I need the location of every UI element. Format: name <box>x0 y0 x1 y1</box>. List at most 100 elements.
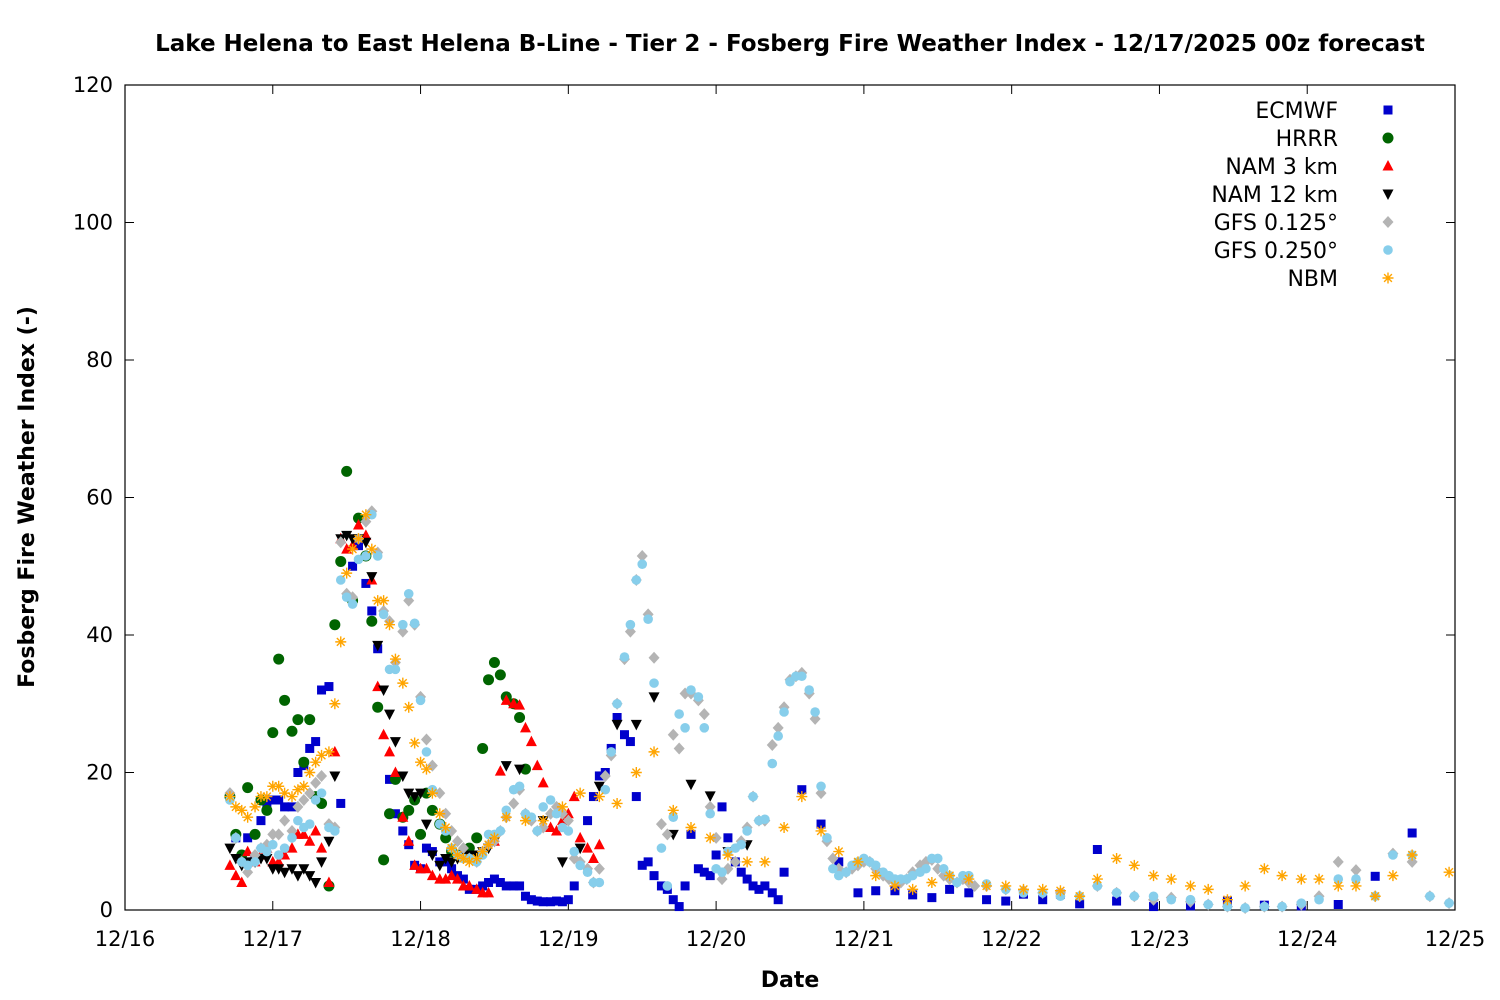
data-point <box>293 815 303 826</box>
data-point <box>594 877 605 888</box>
data-point <box>360 529 372 540</box>
data-point <box>398 619 408 630</box>
data-point <box>742 874 752 884</box>
data-point <box>538 802 549 812</box>
data-point <box>372 640 384 652</box>
data-point <box>360 515 372 528</box>
data-point <box>575 860 585 871</box>
data-point <box>409 792 421 803</box>
data-point <box>384 745 396 757</box>
data-point <box>463 856 475 868</box>
data-point <box>514 712 526 723</box>
data-point <box>310 795 321 805</box>
data-point <box>612 698 622 709</box>
data-point <box>366 509 377 520</box>
data-point <box>501 805 512 816</box>
series-1 <box>224 465 531 892</box>
data-point <box>242 860 253 871</box>
data-point <box>279 787 291 799</box>
data-point <box>754 884 764 894</box>
data-point <box>261 791 273 803</box>
data-point <box>1276 870 1288 882</box>
data-point <box>693 692 704 702</box>
legend-marker <box>1382 272 1394 284</box>
data-point <box>853 888 863 898</box>
data-point <box>366 615 378 627</box>
data-point <box>279 694 291 706</box>
series-2 <box>224 519 605 898</box>
data-point <box>587 852 599 863</box>
data-point <box>403 835 415 846</box>
data-point <box>409 859 421 870</box>
data-point <box>767 758 778 769</box>
data-point <box>316 769 328 782</box>
data-point <box>385 774 395 784</box>
data-point <box>329 771 341 782</box>
data-point <box>286 864 298 875</box>
data-point <box>304 819 315 829</box>
data-point <box>287 802 297 812</box>
data-point <box>384 619 396 631</box>
data-point <box>293 768 303 777</box>
data-point <box>243 833 253 843</box>
data-point <box>484 878 494 887</box>
x-tick-label: 12/24 <box>1277 927 1338 951</box>
y-tick-label: 40 <box>86 623 113 647</box>
data-point <box>471 883 483 894</box>
data-point <box>471 852 483 864</box>
data-point <box>483 886 495 898</box>
data-point <box>352 519 364 530</box>
data-point <box>353 541 363 551</box>
data-point <box>625 737 635 747</box>
data-point <box>273 864 285 875</box>
data-point <box>680 881 690 891</box>
plot-border <box>124 84 1456 911</box>
data-point <box>736 867 746 877</box>
data-point <box>1038 895 1048 905</box>
data-point <box>693 864 703 874</box>
data-point <box>643 857 653 867</box>
data-point <box>760 881 770 891</box>
data-point <box>1258 863 1270 875</box>
data-point <box>316 842 328 853</box>
data-point <box>440 822 452 833</box>
data-point <box>341 592 352 602</box>
data-point <box>316 749 328 761</box>
data-point <box>661 828 673 841</box>
data-point <box>674 902 684 912</box>
data-point <box>366 572 378 583</box>
data-point <box>440 853 452 865</box>
data-point <box>686 685 696 695</box>
data-point <box>717 802 727 812</box>
data-point <box>889 880 901 892</box>
data-point <box>298 780 310 792</box>
data-point <box>637 860 647 870</box>
data-point <box>256 816 266 826</box>
data-point <box>1333 874 1344 884</box>
data-point <box>619 730 629 740</box>
data-point <box>280 802 290 812</box>
data-point <box>335 555 347 567</box>
data-point <box>1296 898 1307 908</box>
data-point <box>1202 883 1214 895</box>
data-point <box>649 678 659 688</box>
data-point <box>574 843 586 855</box>
data-point <box>335 636 347 648</box>
data-point <box>483 839 495 851</box>
data-point <box>699 867 709 877</box>
data-point <box>630 767 642 778</box>
legend-label: GFS 0.250° <box>1214 239 1338 264</box>
data-point <box>779 867 789 877</box>
data-point <box>932 853 943 864</box>
data-point <box>336 798 346 808</box>
data-point <box>267 727 279 739</box>
y-tick-label: 0 <box>100 898 113 922</box>
data-point <box>648 746 660 758</box>
data-point <box>552 896 562 906</box>
legend-marker <box>1382 189 1394 200</box>
data-point <box>1037 883 1049 895</box>
data-point <box>834 857 844 867</box>
y-tick-label: 120 <box>73 73 113 97</box>
data-point <box>292 784 304 796</box>
